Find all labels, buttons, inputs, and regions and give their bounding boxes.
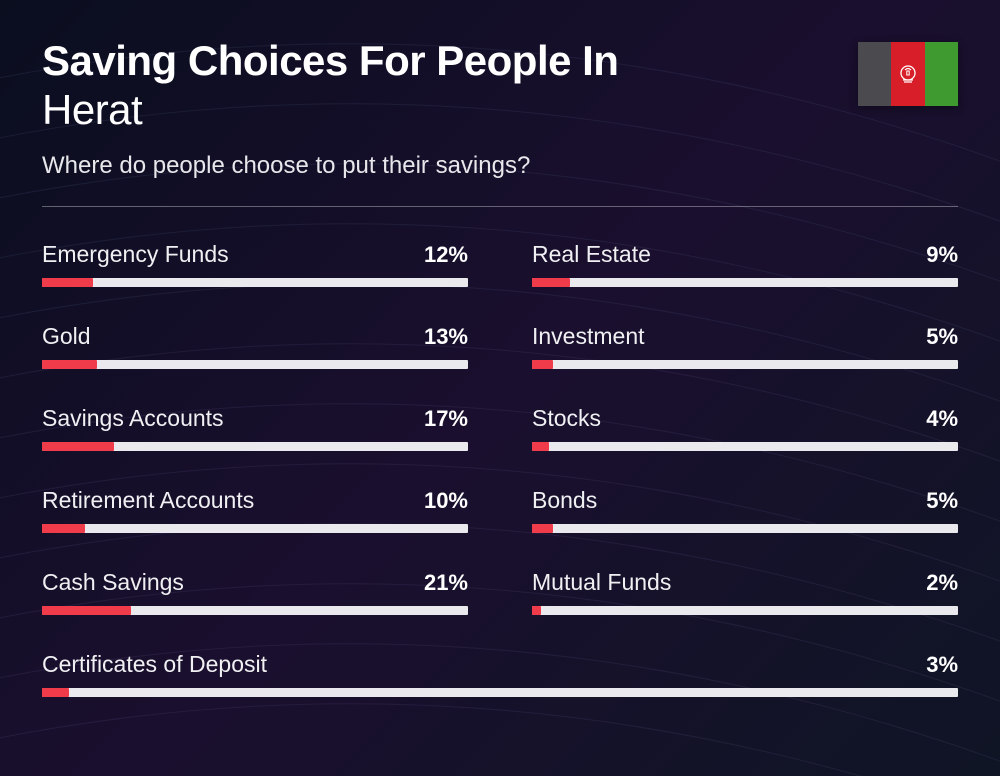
bar-item-value: 9% <box>926 242 958 268</box>
bar-item: Bonds 5% <box>532 487 958 533</box>
bar-item-head: Cash Savings 21% <box>42 569 468 596</box>
bar-item-label: Bonds <box>532 487 597 514</box>
bar-item-value: 21% <box>424 570 468 596</box>
bar-item-label: Savings Accounts <box>42 405 224 432</box>
bar-item-label: Retirement Accounts <box>42 487 254 514</box>
bar-item-head: Gold 13% <box>42 323 468 350</box>
bar-item-head: Retirement Accounts 10% <box>42 487 468 514</box>
flag-icon <box>858 42 958 106</box>
bar-item: Mutual Funds 2% <box>532 569 958 615</box>
bar-item-value: 10% <box>424 488 468 514</box>
title-line1: Saving Choices For People In <box>42 38 958 84</box>
flag-stripe-3 <box>925 42 958 106</box>
bar-item-value: 13% <box>424 324 468 350</box>
bar-track <box>532 442 958 451</box>
bar-item-value: 5% <box>926 488 958 514</box>
bar-fill <box>532 524 553 533</box>
bar-fill <box>532 360 553 369</box>
bar-item-head: Emergency Funds 12% <box>42 241 468 268</box>
bar-item-head: Real Estate 9% <box>532 241 958 268</box>
bar-track <box>42 606 468 615</box>
bar-item: Retirement Accounts 10% <box>42 487 468 533</box>
items-grid: Emergency Funds 12% Real Estate 9% Gold 13% In… <box>42 241 958 697</box>
bar-item-value: 17% <box>424 406 468 432</box>
bar-item-head: Investment 5% <box>532 323 958 350</box>
divider <box>42 206 958 207</box>
bar-item: Certificates of Deposit 3% <box>42 651 958 697</box>
bar-item-label: Emergency Funds <box>42 241 229 268</box>
bar-item-head: Bonds 5% <box>532 487 958 514</box>
bar-item: Gold 13% <box>42 323 468 369</box>
content: Saving Choices For People In Herat Where… <box>0 0 1000 735</box>
bar-item-value: 12% <box>424 242 468 268</box>
bar-item-head: Mutual Funds 2% <box>532 569 958 596</box>
bar-item-value: 2% <box>926 570 958 596</box>
bar-fill <box>42 442 114 451</box>
bar-track <box>42 442 468 451</box>
bar-item-label: Cash Savings <box>42 569 184 596</box>
bar-track <box>532 524 958 533</box>
bar-item-label: Stocks <box>532 405 601 432</box>
bar-track <box>42 688 958 697</box>
bar-item: Savings Accounts 17% <box>42 405 468 451</box>
header: Saving Choices For People In Herat Where… <box>42 38 958 180</box>
bar-item-value: 5% <box>926 324 958 350</box>
bar-fill <box>532 606 541 615</box>
bar-item: Real Estate 9% <box>532 241 958 287</box>
bar-item-head: Savings Accounts 17% <box>42 405 468 432</box>
bar-item-head: Certificates of Deposit 3% <box>42 651 958 678</box>
bar-track <box>42 360 468 369</box>
bar-fill <box>42 360 97 369</box>
bar-fill <box>42 278 93 287</box>
bar-item-label: Real Estate <box>532 241 651 268</box>
bar-fill <box>532 442 549 451</box>
flag-emblem-icon <box>896 62 920 86</box>
bar-item: Emergency Funds 12% <box>42 241 468 287</box>
bar-item-label: Mutual Funds <box>532 569 671 596</box>
bar-fill <box>42 688 69 697</box>
bar-item: Investment 5% <box>532 323 958 369</box>
bar-fill <box>42 606 131 615</box>
title-city: Herat <box>42 86 958 134</box>
flag-stripe-2 <box>891 42 924 106</box>
flag-stripe-1 <box>858 42 891 106</box>
bar-item-value: 3% <box>926 652 958 678</box>
subtitle: Where do people choose to put their savi… <box>42 152 958 180</box>
bar-item-label: Certificates of Deposit <box>42 651 267 678</box>
bar-item-value: 4% <box>926 406 958 432</box>
bar-item-head: Stocks 4% <box>532 405 958 432</box>
bar-track <box>42 278 468 287</box>
bar-track <box>532 278 958 287</box>
bar-item: Stocks 4% <box>532 405 958 451</box>
bar-track <box>42 524 468 533</box>
bar-fill <box>532 278 570 287</box>
bar-item: Cash Savings 21% <box>42 569 468 615</box>
bar-item-label: Gold <box>42 323 91 350</box>
bar-track <box>532 606 958 615</box>
bar-item-label: Investment <box>532 323 645 350</box>
bar-fill <box>42 524 85 533</box>
bar-track <box>532 360 958 369</box>
